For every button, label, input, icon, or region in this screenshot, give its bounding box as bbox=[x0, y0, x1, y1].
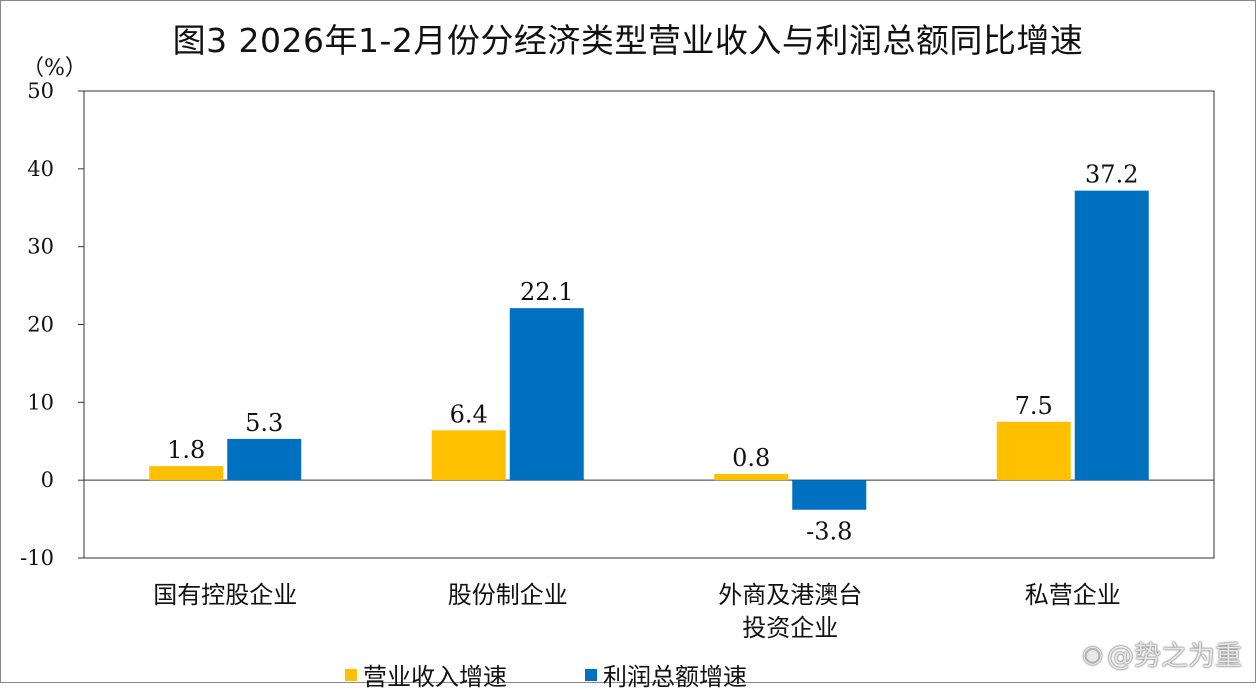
y-tick-label: 40 bbox=[27, 157, 54, 181]
bar bbox=[714, 473, 789, 481]
data-label: 22.1 bbox=[520, 278, 573, 306]
bar bbox=[227, 438, 302, 481]
bar bbox=[431, 430, 506, 481]
x-category-label: 投资企业 bbox=[742, 614, 838, 642]
y-tick-label: -10 bbox=[20, 546, 54, 570]
y-tick-label: 20 bbox=[27, 313, 54, 337]
x-category-label: 国有控股企业 bbox=[153, 581, 297, 609]
legend-item-profit: 利润总额增速 bbox=[585, 657, 747, 692]
data-label: 37.2 bbox=[1085, 161, 1138, 189]
legend-label-revenue: 营业收入增速 bbox=[363, 663, 507, 691]
legend-item-revenue: 营业收入增速 bbox=[345, 657, 507, 692]
chart-title: 图3 2026年1-2月份分经济类型营业收入与利润总额同比增速 bbox=[172, 21, 1084, 60]
bar bbox=[509, 308, 584, 481]
data-label: -3.8 bbox=[806, 518, 852, 546]
data-label: 6.4 bbox=[450, 400, 488, 428]
bar bbox=[1074, 190, 1149, 481]
watermark: ◉ @势之为重 bbox=[1082, 634, 1242, 673]
bar bbox=[149, 466, 224, 481]
weibo-icon: ◉ bbox=[1082, 639, 1103, 668]
data-label: 7.5 bbox=[1015, 392, 1053, 420]
x-category-label: 外商及港澳台 bbox=[718, 581, 862, 609]
legend-swatch-revenue bbox=[345, 668, 357, 681]
legend-swatch-profit bbox=[585, 668, 597, 681]
watermark-text: @势之为重 bbox=[1107, 641, 1242, 672]
x-category-label: 股份制企业 bbox=[448, 581, 568, 609]
legend-label-profit: 利润总额增速 bbox=[603, 663, 747, 691]
data-label: 0.8 bbox=[732, 444, 770, 472]
data-label: 1.8 bbox=[167, 436, 205, 464]
bar bbox=[996, 421, 1071, 481]
plot-area bbox=[83, 90, 1215, 559]
bar bbox=[792, 480, 867, 510]
x-category-label: 私营企业 bbox=[1025, 581, 1121, 609]
y-tick-label: 50 bbox=[27, 79, 54, 103]
y-tick-label: 30 bbox=[27, 235, 54, 259]
y-tick-label: 0 bbox=[41, 468, 54, 492]
legend: 营业收入增速 利润总额增速 bbox=[345, 657, 747, 692]
data-label: 5.3 bbox=[245, 409, 283, 437]
y-axis-unit: （%） bbox=[22, 56, 87, 81]
y-tick-label: 10 bbox=[27, 390, 54, 414]
